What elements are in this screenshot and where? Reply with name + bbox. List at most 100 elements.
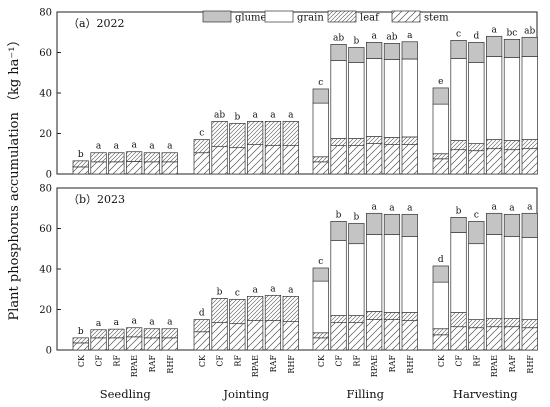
bar-glume [330, 44, 347, 61]
bar-leaf [247, 120, 264, 145]
significance-label: a [149, 318, 155, 328]
bar-leaf [503, 140, 521, 151]
category-label: RAF [388, 355, 397, 373]
bar-stem [330, 322, 347, 351]
bar-glume [312, 88, 329, 104]
significance-label: a [252, 285, 258, 295]
category-label: RPAE [370, 355, 379, 377]
category-label: CF [335, 355, 344, 367]
significance-label: a [96, 142, 102, 152]
y-tick-label: 0 [46, 170, 52, 181]
bar-grain [383, 59, 401, 138]
bar-grain [330, 60, 347, 139]
bar-leaf [468, 143, 485, 152]
bar-glume [486, 212, 503, 235]
legend-swatch-stem [391, 10, 421, 23]
bar-grain [468, 62, 485, 144]
bar-leaf [143, 152, 161, 163]
significance-label: a [270, 284, 276, 294]
legend-label-glume: glume [235, 13, 267, 24]
bar-leaf [161, 328, 178, 339]
significance-label: a [407, 203, 413, 213]
bar-leaf [193, 319, 210, 333]
significance-label: b [234, 112, 240, 122]
significance-label: ab [386, 32, 397, 42]
bar-grain [521, 237, 538, 320]
significance-label: b [78, 150, 84, 160]
category-label: RF [352, 355, 361, 367]
bar-leaf [90, 152, 107, 163]
bar-leaf [247, 295, 264, 321]
category-label: RHF [406, 355, 415, 374]
bar-grain [521, 56, 538, 140]
significance-label: a [96, 319, 102, 329]
bar-glume [521, 36, 538, 57]
significance-label: bc [507, 28, 518, 38]
bar-leaf [126, 327, 143, 338]
bar-grain [468, 243, 485, 320]
bar-stem [383, 319, 401, 351]
bar-leaf [503, 318, 521, 328]
significance-label: d [473, 31, 479, 41]
bar-leaf [521, 319, 538, 329]
stage-label: Harvesting [453, 387, 518, 401]
significance-label: c [235, 288, 240, 298]
bar-stem [450, 149, 467, 175]
bar-grain [486, 56, 503, 140]
significance-label: a [114, 318, 120, 328]
category-label: CK [77, 354, 86, 367]
significance-label: b [456, 206, 462, 216]
bar-glume [366, 212, 383, 235]
bar-stem [486, 148, 503, 175]
bar-glume [503, 38, 521, 58]
bar-grain [348, 243, 365, 316]
category-label: RF [472, 355, 481, 367]
bar-glume [468, 42, 485, 63]
significance-label: a [288, 110, 294, 120]
bar-stem [521, 327, 538, 351]
bar-stem [193, 331, 210, 351]
stage-label: Seedling [100, 387, 152, 401]
bar-grain [432, 103, 449, 155]
significance-label: a [527, 202, 533, 212]
bar-stem [486, 326, 503, 351]
bar-leaf [229, 123, 246, 149]
bar-glume [521, 212, 538, 238]
bar-stem [401, 144, 418, 175]
legend-label-leaf: leaf [360, 13, 380, 24]
bar-glume [401, 213, 418, 237]
bar-leaf [348, 315, 365, 324]
bar-glume [432, 87, 449, 105]
bar-glume [348, 47, 365, 63]
bar-stem [432, 158, 449, 175]
significance-label: a [167, 142, 173, 152]
bar-stem [330, 145, 347, 175]
bar-leaf [366, 311, 383, 320]
bar-stem [108, 337, 125, 351]
significance-label: a [167, 318, 173, 328]
category-label: RHF [287, 355, 296, 374]
bar-stem [312, 337, 329, 351]
bar-stem [143, 161, 161, 175]
bar-stem [126, 161, 143, 175]
bar-grain [348, 62, 365, 139]
bar-stem [90, 337, 107, 351]
bar-leaf [486, 318, 503, 328]
significance-label: ab [524, 26, 535, 36]
legend-swatch-leaf [327, 10, 357, 23]
significance-label: c [318, 78, 323, 88]
bar-leaf [264, 120, 282, 146]
bar-stem [468, 150, 485, 175]
bar-glume [348, 223, 365, 245]
bar-stem [264, 320, 282, 351]
bar-leaf [450, 312, 467, 328]
bar-stem [468, 327, 485, 351]
bar-grain [312, 102, 329, 158]
y-tick-label: 40 [39, 265, 52, 276]
y-tick-label: 20 [39, 129, 52, 140]
category-label: RF [112, 355, 121, 367]
category-label: RAF [148, 355, 157, 373]
bar-leaf [450, 140, 467, 151]
bar-glume [383, 43, 401, 60]
significance-label: c [318, 257, 323, 267]
